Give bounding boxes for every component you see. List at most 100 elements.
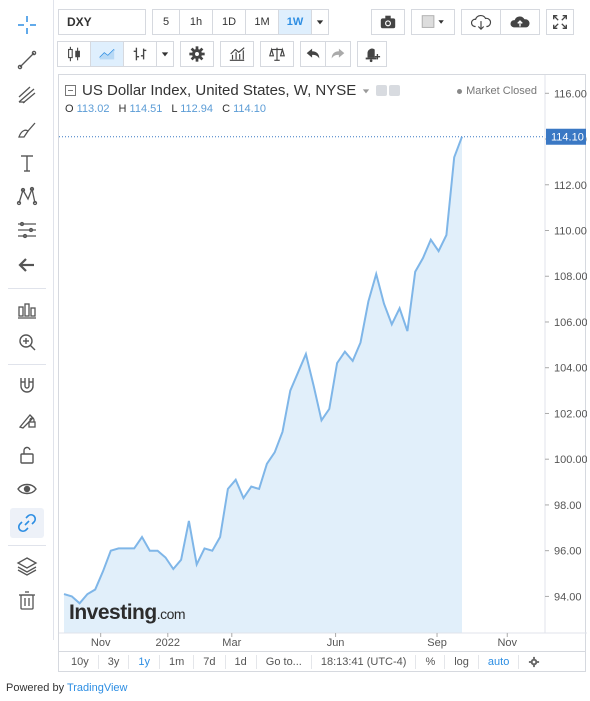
bars-button[interactable] [123, 41, 157, 67]
open-value: 113.02 [76, 103, 110, 115]
price-chart[interactable]: 94.00 96.00 98.00 100.00 102.00 104.00 106.00 1… [59, 75, 587, 653]
layers-icon[interactable] [10, 551, 44, 581]
close-value: 114.10 [233, 103, 266, 115]
chevron-down-icon[interactable] [362, 87, 370, 95]
x-tick-label: Nov [91, 637, 111, 649]
x-tick-label: Jun [327, 637, 345, 649]
indicators-icon [229, 47, 245, 61]
trash-icon[interactable] [10, 585, 44, 615]
chart-panel[interactable]: 94.00 96.00 98.00 100.00 102.00 104.00 106.00 1… [58, 74, 587, 653]
interval-1m-button[interactable]: 1M [245, 9, 279, 35]
interval-1h-button[interactable]: 1h [179, 9, 213, 35]
area-chart-button[interactable] [90, 41, 124, 67]
scales-icon [269, 47, 285, 61]
fullscreen-icon [553, 15, 567, 29]
candles-button[interactable] [57, 41, 91, 67]
investing-watermark: Investing.com [69, 601, 185, 624]
trend-line-icon[interactable] [10, 45, 44, 75]
legend-title: US Dollar Index, United States, W, NYSE [82, 82, 357, 99]
scale-settings-button[interactable] [519, 655, 549, 669]
crosshair-icon[interactable] [10, 10, 44, 40]
last-price-tag [546, 128, 586, 145]
goto-date-button[interactable]: Go to... [257, 654, 312, 669]
eye-icon[interactable] [10, 474, 44, 504]
auto-scale-button[interactable]: auto [479, 654, 520, 669]
settings-button[interactable] [180, 41, 214, 67]
indicators-button[interactable] [220, 41, 254, 67]
range-1d-button[interactable]: 1d [226, 654, 257, 669]
unlock-icon[interactable] [10, 440, 44, 470]
top-toolbar: DXY 5 1h 1D 1M 1W [54, 0, 590, 74]
lock-drawings-icon[interactable] [10, 405, 44, 435]
y-tick-label: 104.00 [554, 363, 587, 375]
last-price-label: 114.10 [551, 132, 584, 144]
fib-retracement-icon[interactable] [10, 215, 44, 245]
undo-button[interactable] [300, 41, 326, 67]
pattern-tool-icon[interactable] [10, 181, 44, 211]
pitchfork-icon[interactable] [10, 80, 44, 110]
chart-type-dropdown-button[interactable] [156, 41, 174, 67]
range-7d-button[interactable]: 7d [194, 654, 226, 669]
compare-button[interactable] [260, 41, 294, 67]
x-tick-label: Mar [222, 637, 241, 649]
legend-close-icon[interactable] [389, 85, 401, 96]
y-tick-label: 98.00 [554, 500, 582, 512]
save-chart-button[interactable] [500, 9, 540, 35]
drawing-toolbar [0, 0, 54, 640]
range-1y-button[interactable]: 1y [129, 654, 160, 669]
open-label: O [65, 103, 74, 115]
toolbar-divider [8, 364, 46, 365]
y-tick-label: 110.00 [554, 226, 587, 238]
color-swatch-icon [421, 15, 444, 28]
link-icon[interactable] [10, 508, 44, 538]
y-tick-label: 94.00 [554, 591, 582, 603]
area-chart-icon [99, 48, 115, 60]
arrow-left-icon[interactable] [10, 250, 44, 280]
toolbar-divider [8, 288, 46, 289]
range-10y-button[interactable]: 10y [59, 654, 99, 669]
text-tool-icon[interactable] [10, 148, 44, 178]
series-area-fill [64, 136, 462, 633]
powered-by: Powered by TradingView [6, 682, 128, 694]
y-tick-label: 112.00 [554, 180, 587, 192]
range-1m-button[interactable]: 1m [160, 654, 195, 669]
log-scale-button[interactable]: log [445, 654, 479, 669]
redo-button[interactable] [325, 41, 351, 67]
market-status: Market Closed [457, 85, 537, 97]
range-bar: 10y 3y 1y 1m 7d 1d Go to... 18:13:41 (UT… [58, 652, 586, 672]
load-chart-button[interactable] [461, 9, 501, 35]
fullscreen-button[interactable] [546, 9, 574, 35]
chart-legend: US Dollar Index, United States, W, NYSE [65, 82, 401, 99]
series-line [63, 136, 463, 605]
gear-icon [529, 656, 540, 667]
chart-style-button[interactable] [411, 9, 455, 35]
cloud-download-icon [470, 14, 492, 31]
low-label: L [171, 103, 178, 115]
interval-1w-button[interactable]: 1W [278, 9, 312, 35]
x-tick-label: Sep [427, 637, 447, 649]
range-3y-button[interactable]: 3y [99, 654, 130, 669]
legend-settings-icon[interactable] [376, 85, 388, 96]
measure-icon[interactable] [10, 295, 44, 325]
redo-icon [331, 48, 345, 59]
cloud-upload-icon [510, 16, 530, 28]
zoom-in-icon[interactable] [10, 327, 44, 357]
interval-5-button[interactable]: 5 [152, 9, 180, 35]
tradingview-link[interactable]: TradingView [66, 682, 128, 694]
brush-icon[interactable] [10, 115, 44, 145]
interval-dropdown-button[interactable] [311, 9, 329, 35]
y-tick-label: 106.00 [554, 317, 587, 329]
magnet-icon[interactable] [10, 370, 44, 400]
alert-button[interactable] [357, 41, 387, 67]
low-value: 112.94 [180, 103, 214, 115]
collapse-legend-icon[interactable] [65, 85, 76, 96]
snapshot-button[interactable] [371, 9, 405, 35]
market-status-text: Market Closed [466, 85, 537, 97]
interval-1d-button[interactable]: 1D [212, 9, 246, 35]
clock-time: 18:13:41 (UTC-4) [312, 654, 417, 669]
percent-scale-button[interactable]: % [416, 654, 446, 669]
powered-by-text: Powered by [6, 682, 65, 694]
ohlc-values: O 113.02 H 114.51 L 112.94 C 114.10 [65, 103, 272, 115]
symbol-search-input[interactable]: DXY [58, 9, 146, 35]
camera-icon [380, 15, 396, 29]
